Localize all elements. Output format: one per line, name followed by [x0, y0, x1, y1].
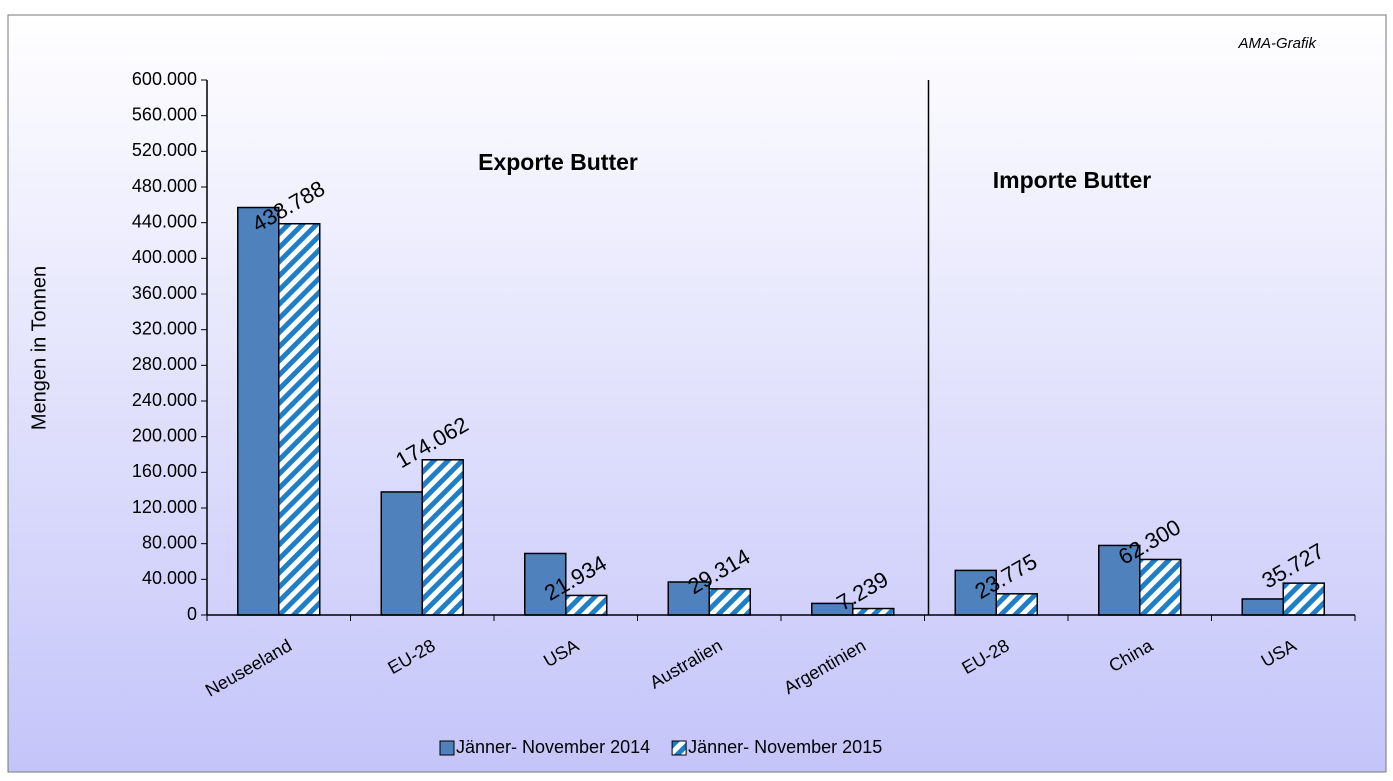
legend-swatch: [439, 740, 455, 756]
y-tick-label: 360.000: [132, 283, 197, 303]
y-tick-label: 200.000: [132, 425, 197, 445]
bar: [852, 607, 895, 616]
bar: [1098, 544, 1141, 616]
legend-label: Jänner- November 2015: [688, 737, 882, 757]
bar: [1241, 598, 1284, 616]
y-tick-label: 320.000: [132, 318, 197, 338]
bar: [565, 594, 608, 616]
y-tick-label: 480.000: [132, 176, 197, 196]
bar: [1139, 558, 1182, 616]
source-note: AMA-Grafik: [1237, 35, 1317, 52]
bar: [708, 588, 751, 616]
bar: [237, 206, 280, 616]
y-tick-label: 240.000: [132, 390, 197, 410]
y-tick-label: 0: [187, 604, 197, 624]
legend-label: Jänner- November 2014: [456, 737, 650, 757]
bar: [278, 222, 321, 616]
y-tick-label: 560.000: [132, 104, 197, 124]
exports-label: Exporte Butter: [478, 149, 638, 175]
y-tick-label: 40.000: [142, 568, 197, 588]
y-tick-label: 280.000: [132, 354, 197, 374]
y-tick-label: 600.000: [132, 69, 197, 89]
legend-swatch: [671, 740, 687, 756]
bar: [1282, 582, 1325, 616]
bar: [995, 593, 1038, 616]
y-tick-label: 160.000: [132, 461, 197, 481]
y-tick-label: 80.000: [142, 532, 197, 552]
bar: [524, 552, 567, 616]
y-tick-label: 400.000: [132, 247, 197, 267]
y-tick-label: 520.000: [132, 140, 197, 160]
bar: [380, 491, 423, 616]
y-axis-label: Mengen in Tonnen: [28, 266, 50, 430]
y-tick-label: 440.000: [132, 211, 197, 231]
bar: [421, 459, 464, 616]
imports-label: Importe Butter: [993, 167, 1152, 193]
y-tick-label: 120.000: [132, 497, 197, 517]
